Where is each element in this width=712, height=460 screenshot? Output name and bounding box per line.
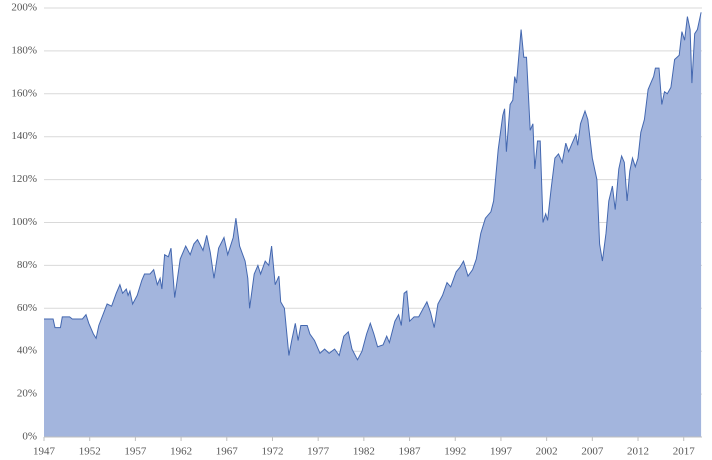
y-tick-label: 0% bbox=[22, 431, 37, 443]
x-tick-label: 1947 bbox=[33, 446, 56, 458]
x-tick-label: 1962 bbox=[170, 446, 192, 458]
y-tick-label: 60% bbox=[17, 302, 37, 314]
x-tick-label: 1997 bbox=[490, 446, 513, 458]
x-tick-label: 1972 bbox=[261, 446, 283, 458]
x-tick-label: 1952 bbox=[79, 446, 101, 458]
x-tick-label: 1967 bbox=[216, 446, 239, 458]
x-tick-label: 1977 bbox=[307, 446, 330, 458]
x-tick-label: 1957 bbox=[124, 446, 147, 458]
x-tick-label: 1987 bbox=[399, 446, 422, 458]
y-tick-label: 80% bbox=[17, 259, 37, 271]
y-tick-label: 160% bbox=[11, 87, 37, 99]
y-tick-label: 140% bbox=[11, 130, 37, 142]
x-tick-label: 2017 bbox=[673, 446, 696, 458]
y-tick-label: 20% bbox=[17, 388, 37, 400]
y-tick-label: 100% bbox=[11, 216, 37, 228]
y-tick-label: 120% bbox=[11, 173, 37, 185]
y-tick-label: 40% bbox=[17, 345, 37, 357]
x-tick-label: 1982 bbox=[353, 446, 375, 458]
area bbox=[44, 12, 702, 438]
x-tick-label: 2002 bbox=[536, 446, 558, 458]
x-tick-label: 2012 bbox=[627, 446, 649, 458]
area-line bbox=[44, 12, 702, 361]
x-tick-label: 2007 bbox=[581, 446, 604, 458]
y-tick-label: 180% bbox=[11, 44, 37, 56]
y-tick-label: 200% bbox=[11, 2, 37, 14]
x-tick-label: 1992 bbox=[444, 446, 466, 458]
